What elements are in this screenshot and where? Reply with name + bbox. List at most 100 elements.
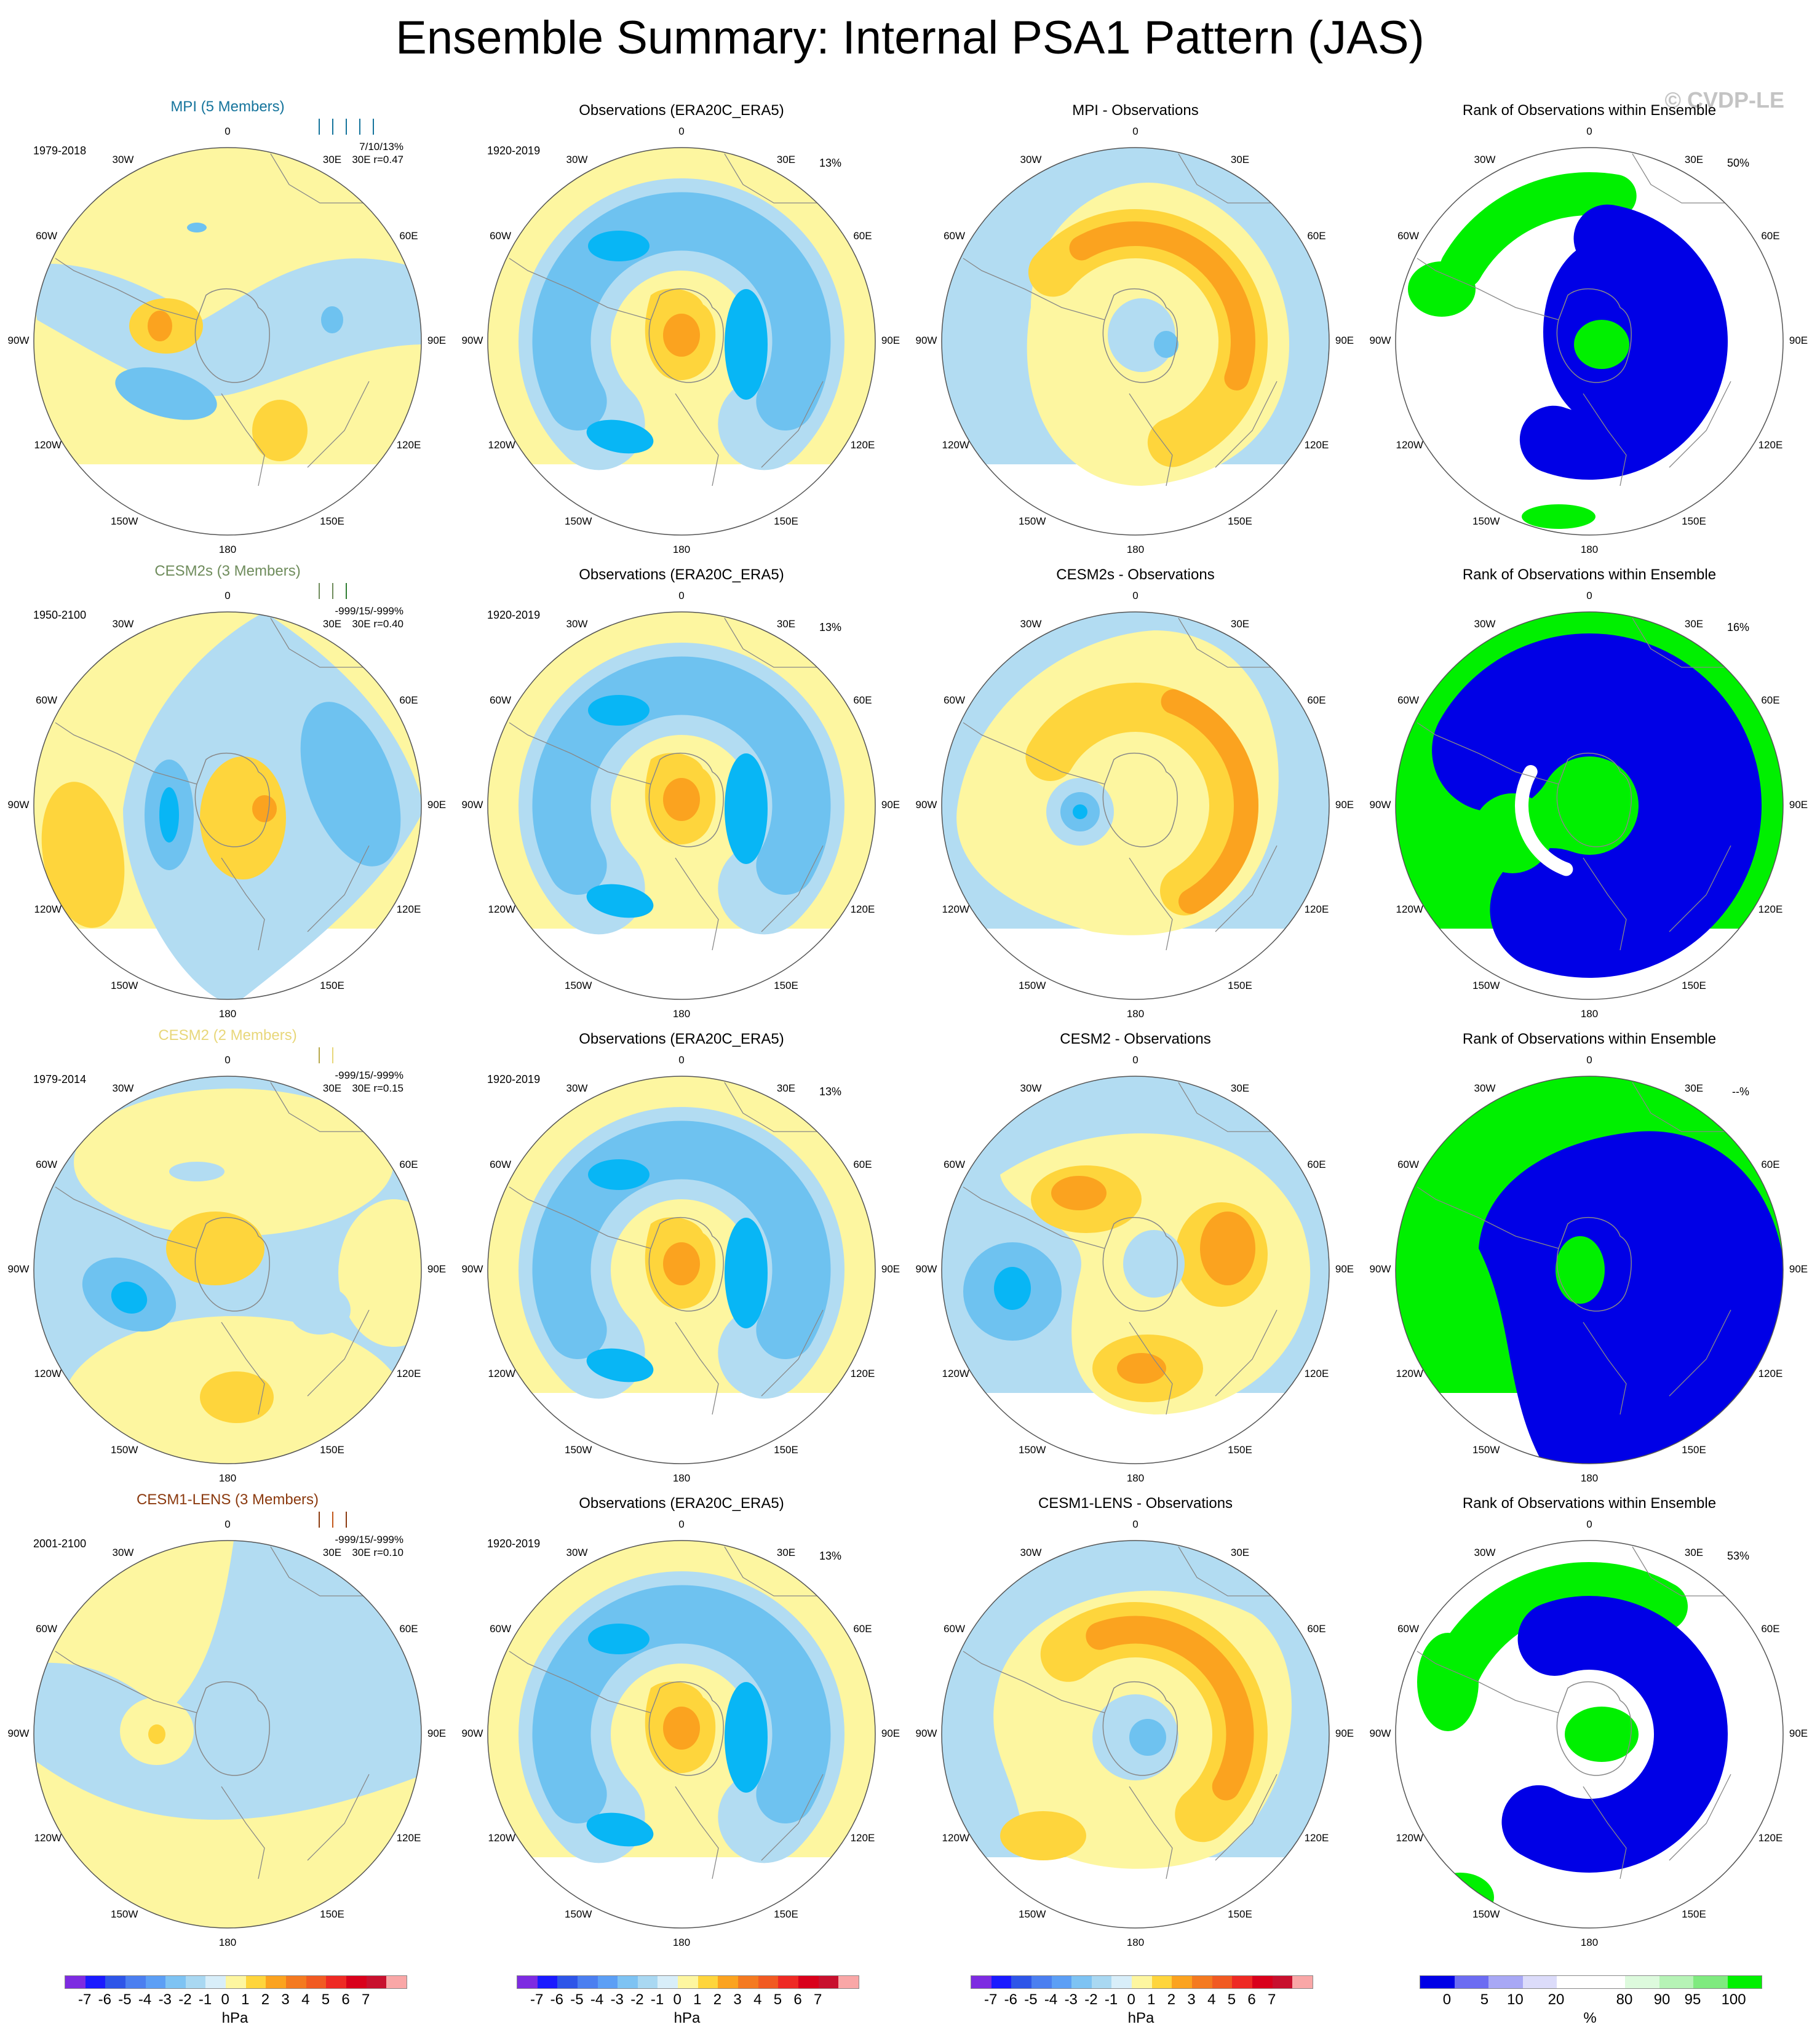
colorbar-swatch [1151, 1976, 1172, 1988]
lon-label: 30W [1474, 617, 1496, 630]
lon-label: 30W [566, 617, 588, 630]
positive-core [252, 795, 277, 822]
negative-core [586, 884, 654, 918]
africa-coastline [1178, 617, 1277, 668]
positive-band-core [1086, 1616, 1254, 1801]
lon-label: 90W [461, 335, 483, 346]
lon-label: 30W [112, 1546, 134, 1558]
period-label: 1920-2019 [487, 145, 541, 157]
australia-coastline [761, 1309, 824, 1397]
colorbar-tick-label: -6 [550, 1991, 563, 2008]
lon-label: 90W [915, 1263, 937, 1275]
lon-label: 90W [7, 1728, 30, 1739]
lon-label: 30E [1230, 1546, 1250, 1558]
lon-label: 30W [566, 153, 588, 165]
colorbar-tick-label: 7 [814, 1991, 822, 2008]
colorbar-tick-label: 1 [1147, 1991, 1156, 2008]
colorbar-hpa-obs [517, 1975, 859, 1989]
positive-anomaly [1123, 766, 1185, 833]
lon-label: 60E [399, 230, 418, 242]
lon-label: 0 [225, 125, 231, 137]
lon-label: 60E [853, 1623, 872, 1635]
figure-title: Ensemble Summary: Internal PSA1 Pattern … [395, 12, 1425, 64]
period-label: 1920-2019 [487, 1073, 541, 1085]
australia-coastline [1669, 1309, 1731, 1397]
map-border [33, 611, 422, 1000]
colorbar-swatch [1232, 1976, 1252, 1988]
positive-core [663, 778, 700, 821]
lon-label: 150W [111, 515, 138, 528]
africa-coastline [724, 153, 823, 204]
lon-label: 150W [1472, 1908, 1500, 1921]
lon-label: 30W [1020, 1546, 1042, 1558]
lon-label: 30E [1230, 153, 1250, 165]
positive-core [1200, 1212, 1255, 1285]
lon-label: 60W [944, 230, 966, 242]
colorbar-swatch [1071, 1976, 1092, 1988]
lon-label: 90E [1335, 799, 1354, 811]
lon-label: 180 [218, 1008, 237, 1020]
colorbar-unit-rank: % [1583, 2010, 1597, 2026]
panel-title: CESM2 - Observations [1060, 1031, 1211, 1047]
lon-label: 90E [881, 799, 900, 811]
stats-percent: -999/15/-999% [335, 1534, 403, 1545]
model-field [34, 1541, 421, 1928]
negative-band-core [532, 1121, 831, 1359]
lon-label: 60W [36, 694, 58, 706]
percent-label: 13% [819, 621, 841, 633]
colorbar-tick-label: 0 [1127, 1991, 1135, 2008]
lon-label: 90E [1789, 1263, 1808, 1275]
colorbar-tick-label: -3 [610, 1991, 624, 2008]
south-america-coastline [963, 1651, 1105, 1713]
antarctica-coastline [194, 752, 270, 847]
colorbar-hpa-diff [971, 1975, 1313, 1989]
colorbar-tick-label: -2 [1084, 1991, 1098, 2008]
period-label: 2001-2100 [33, 1537, 87, 1550]
colorbar-tick-label: -4 [1044, 1991, 1058, 2008]
lon-label: 30W [1020, 617, 1042, 630]
lon-label: 30E [1684, 153, 1704, 165]
australia-coastline [1669, 381, 1731, 468]
lon-label: 0 [225, 1518, 231, 1530]
lon-label: 150E [320, 1908, 344, 1921]
lon-label: 0 [1132, 1054, 1138, 1066]
lon-label: 120W [488, 903, 515, 915]
lon-label: 120W [1396, 439, 1423, 451]
antarctica-coastline [1556, 288, 1632, 383]
colorbar-swatch [1522, 1976, 1557, 1988]
lon-label: 0 [678, 1054, 685, 1066]
colorbar-tick-label: 0 [221, 1991, 229, 2008]
lon-label: 120E [396, 1368, 421, 1379]
australia-coastline [1669, 845, 1731, 932]
map-border [487, 1540, 876, 1929]
negative-anomaly [321, 306, 343, 333]
colorbar-tick-label: -5 [1024, 1991, 1038, 2008]
lon-label: 150E [774, 1908, 798, 1921]
lon-label: 180 [1126, 1937, 1145, 1948]
lon-label: 120E [850, 439, 875, 451]
map-border [1395, 1540, 1784, 1929]
colorbar-tick-label: -4 [138, 1991, 152, 2008]
colorbar-tick-label: 1 [241, 1991, 250, 2008]
obs-map [487, 147, 876, 536]
antarctica-coastline [1102, 752, 1178, 847]
obs-field [488, 1541, 875, 1879]
panel-title: CESM1-LENS - Observations [1038, 1495, 1233, 1512]
antarctica-coastline [194, 1216, 270, 1312]
colorbar-tick-label: 6 [341, 1991, 350, 2008]
colorbar-tick-label: -4 [590, 1991, 604, 2008]
rank-field [1396, 1076, 1783, 1464]
colorbar-unit-diff: hPa [1127, 2010, 1154, 2026]
lon-label: 150W [1019, 515, 1046, 528]
colorbar-tick-label: 4 [753, 1991, 762, 2008]
lon-label: 30W [112, 153, 134, 165]
lon-label: 90W [7, 1263, 30, 1275]
south-america-coastline [963, 258, 1105, 320]
colorbar-swatch [1292, 1976, 1313, 1988]
lon-label: 150W [111, 1444, 138, 1456]
antarctica-coastline [648, 288, 724, 383]
map-border [941, 611, 1330, 1000]
negative-core [1154, 331, 1178, 358]
lon-label: 150W [565, 515, 592, 528]
lon-label: 30E [322, 153, 342, 165]
